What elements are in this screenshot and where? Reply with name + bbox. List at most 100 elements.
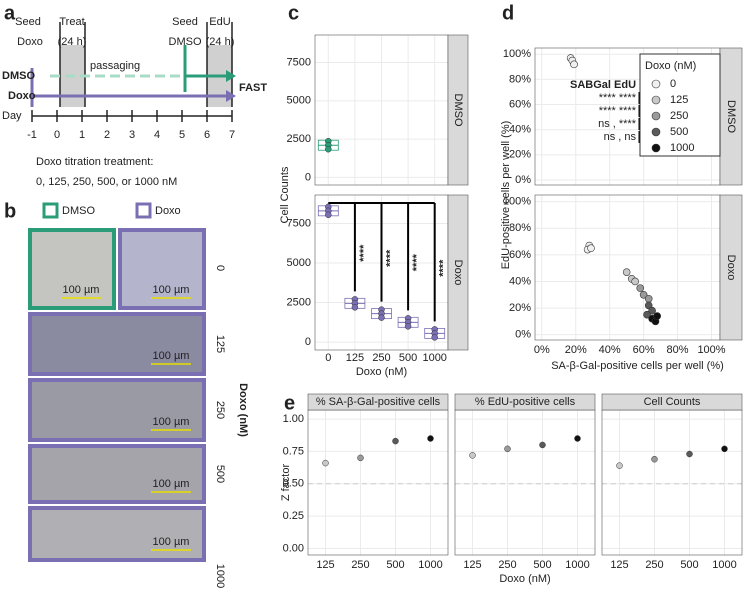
label: passaging <box>90 60 140 72</box>
significance: ns , **** <box>598 118 637 130</box>
x-tick-label: 80% <box>667 344 689 356</box>
legend-key <box>42 202 59 219</box>
day-label: 2 <box>104 129 110 141</box>
label: Doxo <box>17 36 43 48</box>
legend-label: DMSO <box>62 205 95 217</box>
day-label: 3 <box>129 129 135 141</box>
note: Doxo titration treatment: <box>36 156 153 168</box>
point <box>570 60 578 69</box>
legend-key <box>651 95 661 105</box>
scale-label: 100 µm <box>153 536 190 548</box>
label: FAST <box>239 82 267 94</box>
point <box>636 284 645 292</box>
micrograph <box>28 444 206 504</box>
facet-strip <box>307 393 449 411</box>
significance: ns , ns <box>604 131 637 143</box>
y-tick-label: 0.25 <box>283 510 304 522</box>
y-tick-label: 5000 <box>287 257 311 269</box>
x-tick-label: 250 <box>372 352 390 364</box>
dose-label: 0 <box>214 265 226 271</box>
label: Day <box>2 110 22 122</box>
facet-label: Doxo <box>452 260 464 286</box>
x-tick-label: 500 <box>533 559 551 571</box>
x-tick-label: 500 <box>399 352 417 364</box>
y-tick-label: 60% <box>509 249 531 261</box>
y-tick-label: 80% <box>509 73 531 85</box>
y-tick-label: 5000 <box>287 95 311 107</box>
x-tick-label: 125 <box>610 559 628 571</box>
y-tick-label: 0.00 <box>283 542 304 554</box>
x-tick-label: 125 <box>346 352 364 364</box>
day-label: 5 <box>179 129 185 141</box>
day-label: 0 <box>54 129 60 141</box>
dose-title: Doxo (nM) <box>237 383 249 437</box>
legend-key <box>651 79 661 89</box>
x-tick-label: 1000 <box>565 559 589 571</box>
point <box>587 244 595 253</box>
significance: **** <box>384 249 396 267</box>
significance: **** <box>411 253 423 271</box>
micrograph <box>118 228 206 310</box>
label: Doxo <box>8 90 36 102</box>
legend-key <box>651 127 661 137</box>
x-tick-label: 1000 <box>712 559 736 571</box>
day-label: 4 <box>154 129 160 141</box>
arrow-head <box>226 90 236 102</box>
point <box>721 445 728 453</box>
x-axis-label: Doxo (nM) <box>356 366 407 378</box>
micrograph <box>28 228 116 310</box>
point <box>431 334 438 341</box>
y-axis-label: EdU-positive cells per well (%) <box>500 121 512 270</box>
facet-strip <box>719 194 743 341</box>
x-tick-label: 500 <box>680 559 698 571</box>
y-tick-label: 1.00 <box>283 413 304 425</box>
legend-label: 500 <box>670 126 688 138</box>
scale-label: 100 µm <box>63 284 100 296</box>
point <box>378 314 385 321</box>
micrograph <box>28 378 206 442</box>
legend-label: 250 <box>670 110 688 122</box>
micrograph <box>28 312 206 376</box>
legend-label: 1000 <box>670 142 694 154</box>
y-axis-label: Z factor <box>280 464 292 502</box>
point <box>644 301 653 310</box>
point <box>686 450 693 458</box>
y-tick-label: 40% <box>509 275 531 287</box>
legend-title: Doxo (nM) <box>645 60 696 72</box>
legend-label: 0 <box>670 78 676 90</box>
facet-label: Doxo <box>725 255 737 281</box>
significance: **** <box>438 259 450 277</box>
point <box>648 306 656 315</box>
y-tick-label: 0.75 <box>283 445 304 457</box>
point <box>469 452 476 459</box>
x-tick-label: 40% <box>599 344 621 356</box>
x-tick-label: 250 <box>351 559 369 571</box>
significance: **** **** <box>599 105 637 117</box>
point <box>351 304 359 311</box>
legend-key <box>135 202 152 219</box>
y-tick-label: 7500 <box>287 56 311 68</box>
x-axis-label: Doxo (nM) <box>499 573 550 585</box>
x-tick-label: 1000 <box>418 559 442 571</box>
facet-label: % EdU-positive cells <box>475 396 576 408</box>
x-tick-label: 500 <box>386 559 404 571</box>
micrograph <box>28 506 206 562</box>
y-tick-label: 100% <box>503 196 531 208</box>
panel-label: c <box>288 2 299 24</box>
facet-strip <box>601 393 743 411</box>
arrow-head <box>226 70 236 82</box>
panel-label: a <box>4 2 16 24</box>
label: Seed <box>15 16 41 28</box>
legend-key <box>651 143 661 153</box>
y-tick-label: 0 <box>305 336 311 348</box>
x-tick-label: 0% <box>534 344 550 356</box>
y-tick-label: 20% <box>509 302 531 314</box>
point <box>643 310 651 319</box>
point <box>622 268 631 276</box>
dose-label: 500 <box>214 465 226 483</box>
label: (24 h) <box>58 36 87 48</box>
dose-label: 125 <box>214 335 226 353</box>
y-tick-label: 0 <box>305 171 311 183</box>
day-label: 1 <box>79 129 85 141</box>
